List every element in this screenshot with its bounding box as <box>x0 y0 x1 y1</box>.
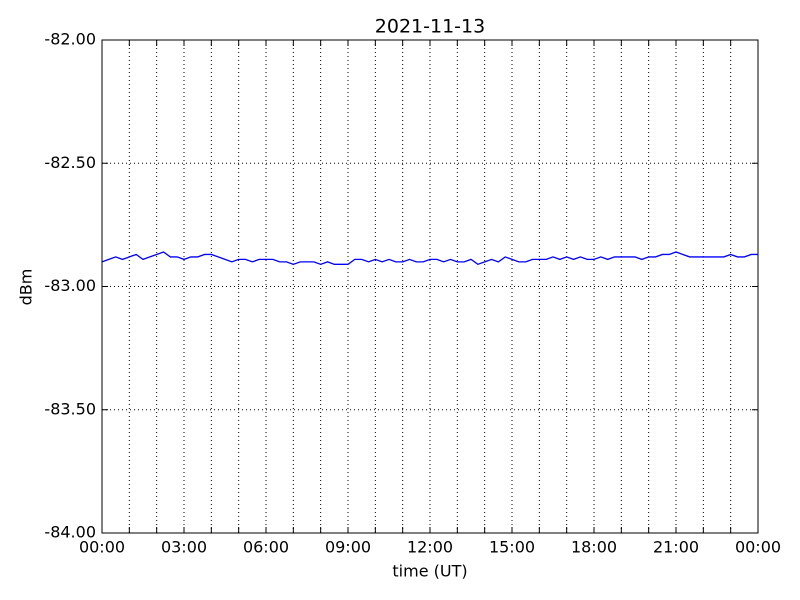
x-tick-label: 12:00 <box>407 538 453 557</box>
x-tick-label: 09:00 <box>325 538 371 557</box>
x-tick-label: 06:00 <box>243 538 289 557</box>
x-tick-label: 03:00 <box>161 538 207 557</box>
data-line <box>101 251 758 266</box>
y-tick-label: -82.00 <box>44 30 96 49</box>
x-tick-label: 15:00 <box>489 538 535 557</box>
y-tick-label: -82.50 <box>44 153 96 172</box>
y-tick-label: -83.00 <box>44 276 96 295</box>
x-tick-label: 21:00 <box>653 538 699 557</box>
x-axis-label: time (UT) <box>392 562 467 581</box>
chart-title: 2021-11-13 <box>375 16 485 38</box>
x-tick-label: 00:00 <box>79 538 125 557</box>
y-tick-label: -84.00 <box>44 523 96 542</box>
x-tick-label: 18:00 <box>571 538 617 557</box>
y-axis-label: dBm <box>17 269 36 306</box>
x-tick-label: 00:00 <box>735 538 781 557</box>
y-tick-label: -83.50 <box>44 399 96 418</box>
plot-frame <box>101 39 759 534</box>
